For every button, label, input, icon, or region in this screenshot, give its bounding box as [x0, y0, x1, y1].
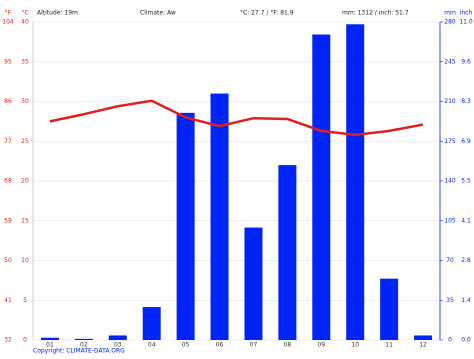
- bar: [142, 307, 161, 340]
- bar: [244, 227, 263, 340]
- bar: [176, 112, 195, 340]
- y2-tick-label: 140: [444, 178, 456, 185]
- y-tick-label: 15: [21, 217, 29, 224]
- bar: [74, 338, 93, 340]
- y2-tick-label-inch: 5.5: [461, 178, 471, 185]
- y-tick-label: 20: [21, 178, 29, 185]
- temperature-line: [49, 99, 424, 137]
- bar: [380, 278, 399, 340]
- y-tick-label: 30: [21, 98, 29, 105]
- y-tick-label-f: 77: [4, 138, 12, 145]
- y-tick-label-f: 32: [4, 337, 12, 344]
- x-tick-label: 08: [284, 342, 292, 349]
- y-tick-label-f: 41: [4, 297, 12, 304]
- x-tick-label: 06: [216, 342, 224, 349]
- axis-title-f: °F: [5, 10, 12, 17]
- y2-tick-label: 70: [446, 257, 454, 264]
- bar: [278, 165, 297, 340]
- bar: [312, 34, 331, 340]
- bar: [40, 337, 59, 340]
- y-tick-label-f: 59: [4, 217, 12, 224]
- bar: [346, 24, 365, 341]
- axis-title-inch: inch: [460, 10, 473, 17]
- x-tick-label: 09: [317, 342, 325, 349]
- axis-title-mm: mm: [444, 10, 456, 17]
- precipitation-summary: mm: 1312 / inch: 51.7: [342, 10, 409, 17]
- bar: [414, 335, 433, 340]
- y-tick-label-f: 68: [4, 178, 12, 185]
- y2-tick-label: 105: [444, 217, 456, 224]
- y2-tick-label-inch: 11.0: [459, 19, 473, 26]
- y2-tick-label-inch: 6.9: [461, 138, 471, 145]
- y2-tick-label-inch: 0.0: [461, 337, 471, 344]
- y-tick-label: 5: [23, 297, 27, 304]
- x-tick-label: 10: [351, 342, 359, 349]
- copyright: Copyright: CLIMATE-DATA.ORG: [33, 348, 125, 355]
- y2-tick-label-inch: 1.4: [461, 297, 471, 304]
- temperature-summary: °C: 27.7 / °F: 81.9: [240, 10, 294, 17]
- y2-tick-label: 35: [446, 297, 454, 304]
- x-tick-label: 01: [46, 342, 54, 349]
- y2-tick-label: 245: [444, 58, 456, 65]
- x-tick-label: 02: [80, 342, 88, 349]
- x-tick-label: 12: [419, 342, 427, 349]
- x-tick-label: 05: [182, 342, 190, 349]
- bar: [108, 335, 127, 340]
- y-tick-label-f: 86: [4, 98, 12, 105]
- climate: Climate: Aw: [140, 10, 176, 17]
- y2-tick-label: 280: [444, 19, 456, 26]
- y2-tick-label-inch: 2.8: [461, 257, 471, 264]
- y-tick-label-f: 95: [4, 58, 12, 65]
- y-tick-label-f: 104: [2, 19, 14, 26]
- y-tick-label: 25: [21, 138, 29, 145]
- y-tick-label: 40: [21, 19, 29, 26]
- y2-tick-label-inch: 4.1: [461, 217, 471, 224]
- y2-tick-label: 175: [444, 138, 456, 145]
- x-tick-label: 07: [250, 342, 258, 349]
- y2-tick-label: 210: [444, 98, 456, 105]
- y-tick-label: 35: [21, 58, 29, 65]
- altitude: Altitude: 19m: [37, 10, 78, 17]
- x-tick-label: 03: [114, 342, 122, 349]
- axis-title-c: °C: [21, 10, 28, 17]
- x-tick-label: 04: [148, 342, 156, 349]
- y-tick-label-f: 50: [4, 257, 12, 264]
- bar: [210, 93, 229, 340]
- y-tick-label: 10: [21, 257, 29, 264]
- x-tick-label: 11: [385, 342, 393, 349]
- y2-tick-label-inch: 8.3: [461, 98, 471, 105]
- y2-tick-label-inch: 9.6: [461, 58, 471, 65]
- y-tick-label: 0: [23, 337, 27, 344]
- y2-tick-label: 0: [448, 337, 452, 344]
